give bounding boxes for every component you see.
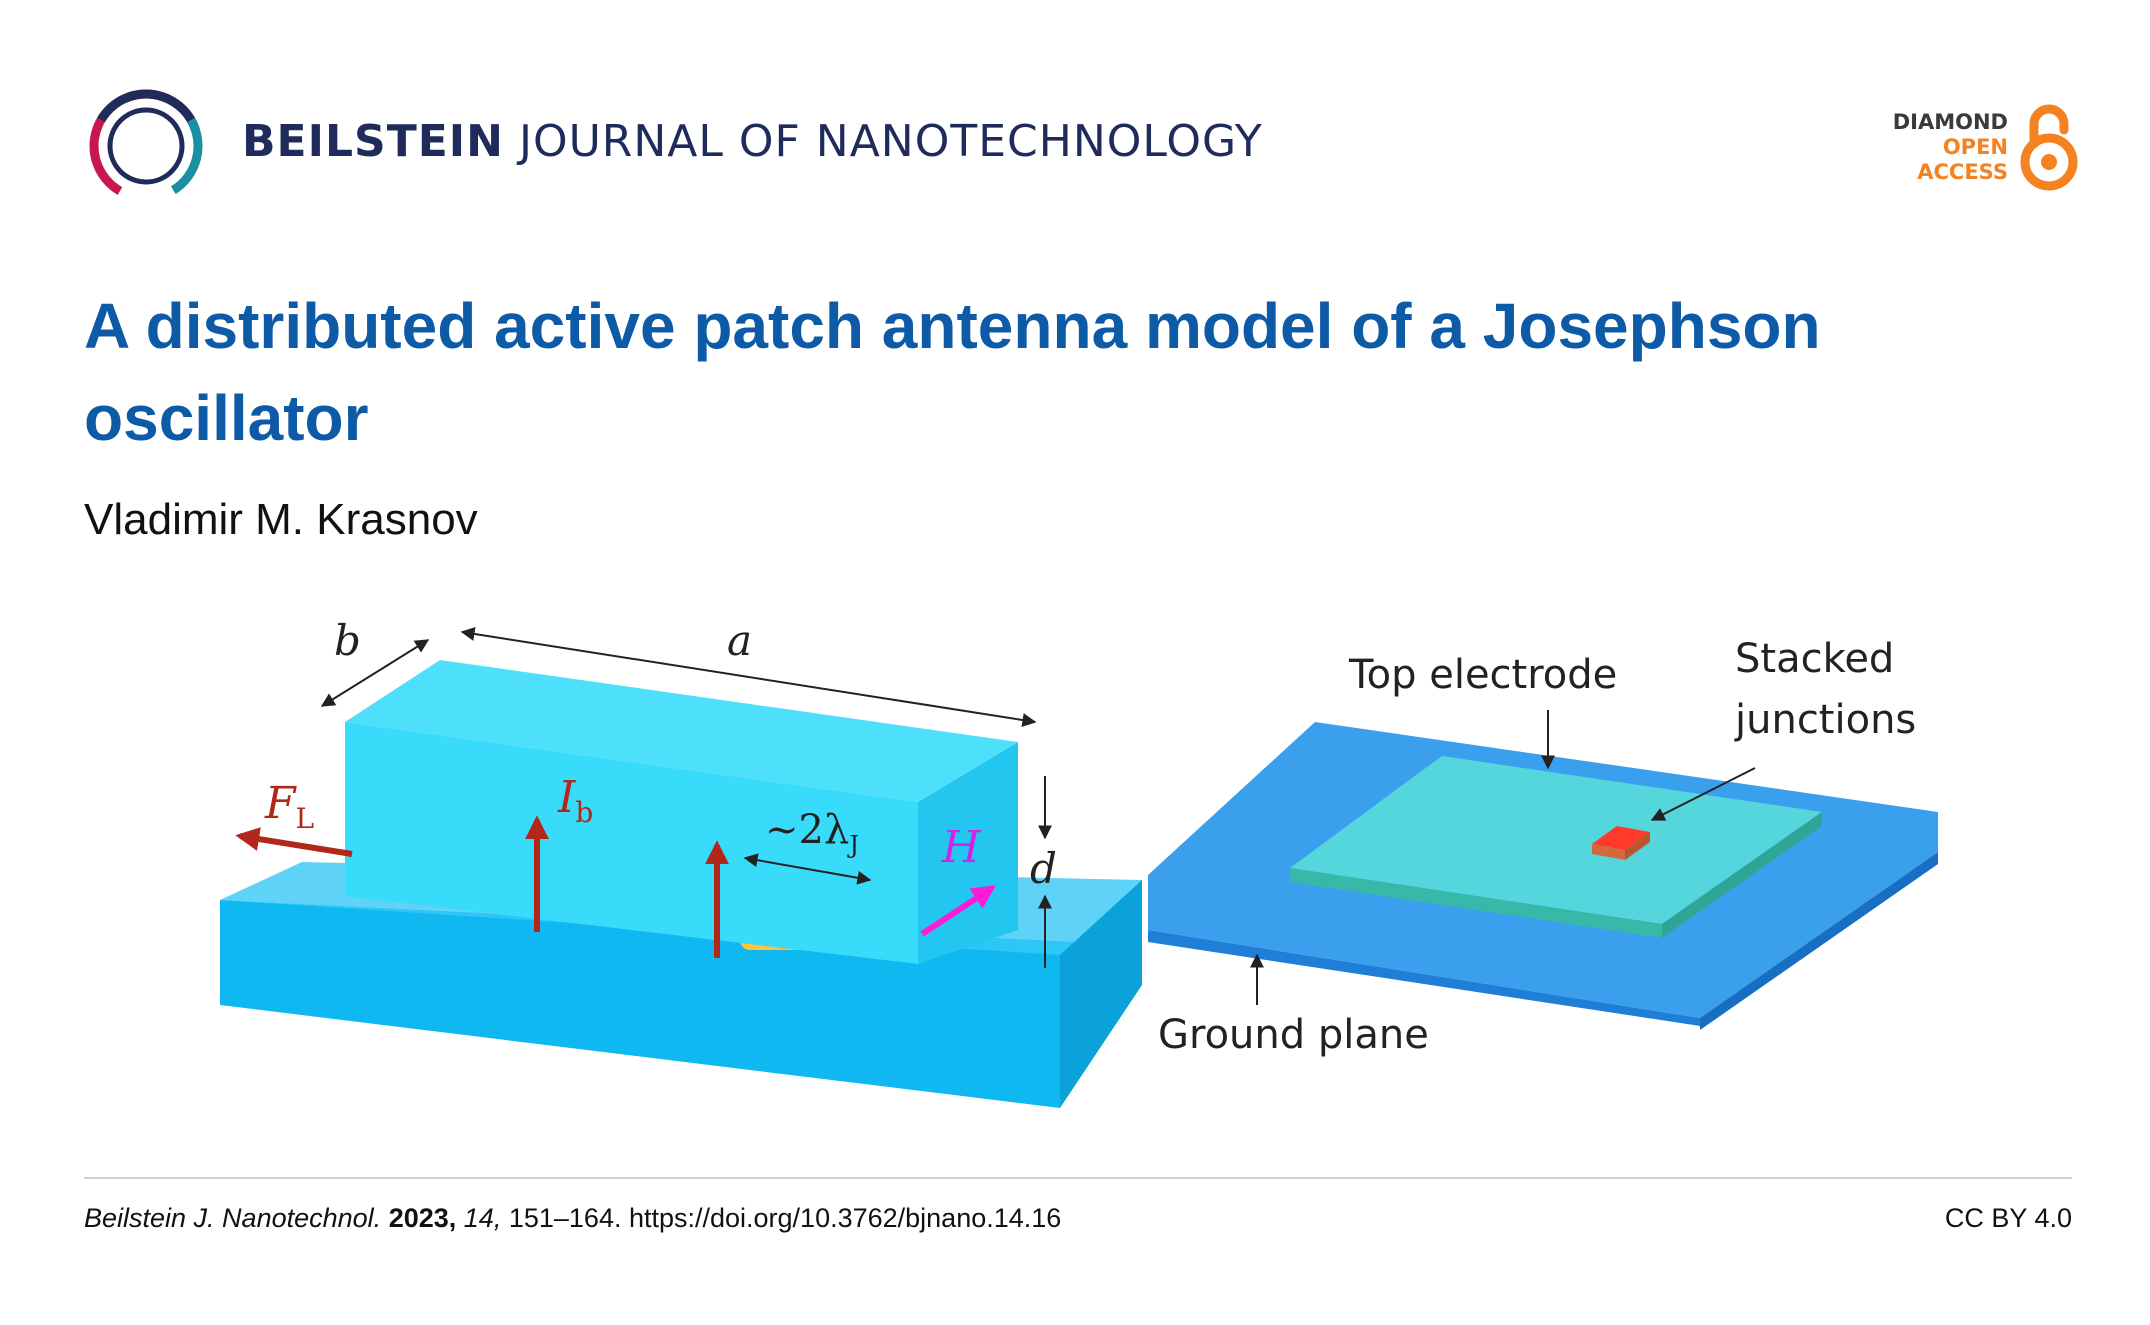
wavelength-arrow: [743, 853, 872, 885]
graphical-abstract-figure: b a d FL Ib ~2λJ H Top electrode Stacked…: [220, 616, 1938, 1108]
label-d: d: [1030, 844, 1057, 893]
journal-name: BEILSTEIN JOURNAL OF NANOTECHNOLOGY: [242, 116, 1263, 167]
footer-divider: [84, 1177, 2072, 1179]
open-lock-icon: [2020, 104, 2078, 191]
citation-journal: Beilstein J. Nanotechnol.: [84, 1203, 382, 1233]
magnetic-field-arrow: [920, 885, 997, 937]
label-b: b: [334, 616, 361, 665]
article-author: Vladimir M. Krasnov: [84, 495, 478, 544]
journal-logo-icon: [89, 89, 203, 203]
label-stacked: Stacked: [1735, 636, 1894, 682]
label-junctions: junctions: [1734, 697, 1916, 743]
label-ground-plane: Ground plane: [1158, 1012, 1429, 1058]
citation-volume: 14,: [463, 1203, 502, 1233]
badge-line-3: ACCESS: [1917, 160, 2008, 184]
label-a: a: [727, 616, 752, 665]
badge-line-1: DIAMOND: [1892, 110, 2008, 134]
label-force: FL: [264, 778, 314, 835]
citation-year: 2023,: [388, 1203, 457, 1233]
badge-line-2: OPEN: [1942, 135, 2008, 159]
label-top-electrode: Top electrode: [1348, 652, 1617, 698]
license-label[interactable]: CC BY 4.0: [1944, 1203, 2072, 1233]
citation: Beilstein J. Nanotechnol. 2023, 14, 151–…: [84, 1203, 1061, 1234]
label-bias-current: Ib: [557, 772, 593, 829]
journal-name-rest: JOURNAL OF NANOTECHNOLOGY: [518, 116, 1263, 167]
stacked-junctions-pointer: [1650, 767, 1756, 821]
citation-doi-link[interactable]: 151–164. https://doi.org/10.3762/bjnano.…: [508, 1203, 1062, 1233]
journal-name-strong: BEILSTEIN: [242, 116, 504, 167]
stacked-junctions-mesa: [1592, 826, 1650, 860]
dimension-a-arrow: [460, 627, 1037, 727]
label-field: H: [941, 822, 982, 873]
article-title: A distributed active patch antenna model…: [84, 290, 1821, 454]
diamond-open-access-badge: DIAMOND OPEN ACCESS: [1880, 100, 2080, 192]
force-arrow: [235, 827, 353, 857]
label-wavelength: ~2λJ: [765, 807, 859, 859]
top-electrode-plate: [1290, 756, 1822, 938]
dimension-b-arrow: [320, 639, 430, 707]
